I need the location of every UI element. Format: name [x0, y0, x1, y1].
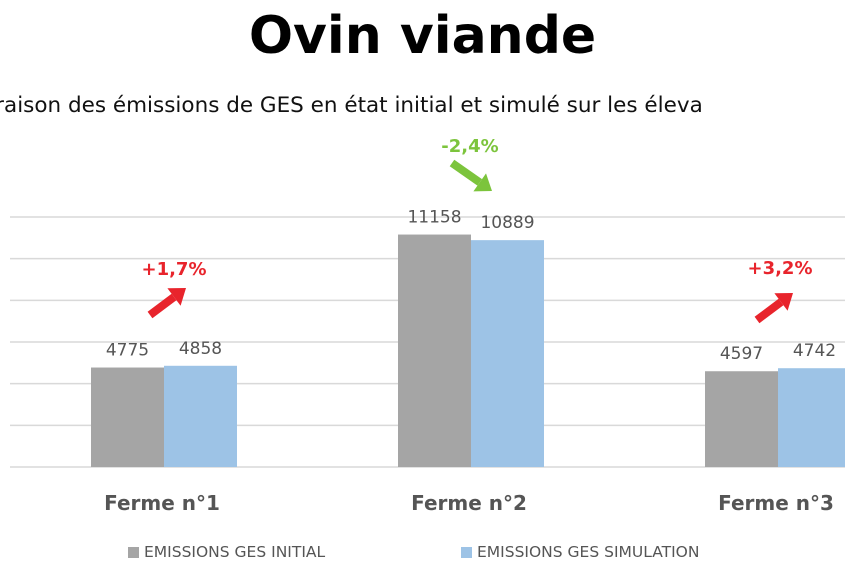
data-label-simulation-1: 4858: [179, 339, 222, 359]
legend-swatch-initial: [128, 546, 139, 558]
bar-simulation-2: [471, 240, 544, 467]
change-arrow-head-2: [473, 173, 492, 192]
change-arrow-head-1: [167, 288, 186, 306]
bar-simulation-3: [778, 368, 845, 467]
data-label-initial-3: 4597: [720, 344, 763, 364]
change-arrow-shaft-1: [147, 293, 177, 319]
legend-item-simulation: EMISSIONS GES SIMULATION: [461, 543, 699, 561]
change-arrow-shaft-2: [449, 159, 483, 186]
chart-subtitle: araison des émissions de GES en état ini…: [0, 93, 703, 118]
legend-label-simulation: EMISSIONS GES SIMULATION: [477, 543, 700, 561]
category-label-2: Ferme n°2: [411, 491, 527, 515]
legend-label-initial: EMISSIONS GES INITIAL: [144, 543, 326, 561]
data-label-simulation-2: 10889: [480, 213, 534, 233]
category-label-3: Ferme n°3: [718, 491, 834, 515]
bar-initial-1: [91, 367, 164, 467]
change-label-2: -2,4%: [441, 136, 498, 157]
change-arrow-head-3: [774, 293, 793, 311]
chart-title: Ovin viande: [248, 6, 597, 66]
bar-initial-2: [398, 234, 471, 467]
data-label-initial-2: 11158: [407, 208, 461, 228]
data-label-simulation-3: 4742: [793, 341, 836, 361]
legend-item-initial: EMISSIONS GES INITIAL: [128, 543, 325, 561]
change-label-1: +1,7%: [141, 259, 206, 280]
change-arrow-shaft-3: [754, 298, 784, 324]
bar-simulation-1: [164, 365, 237, 467]
chart-legend: EMISSIONS GES INITIAL EMISSIONS GES SIMU…: [0, 543, 845, 565]
legend-swatch-simulation: [461, 546, 472, 558]
category-label-1: Ferme n°1: [104, 491, 220, 515]
bar-initial-3: [705, 371, 778, 467]
change-label-3: +3,2%: [747, 258, 812, 279]
data-label-initial-1: 4775: [106, 341, 149, 361]
